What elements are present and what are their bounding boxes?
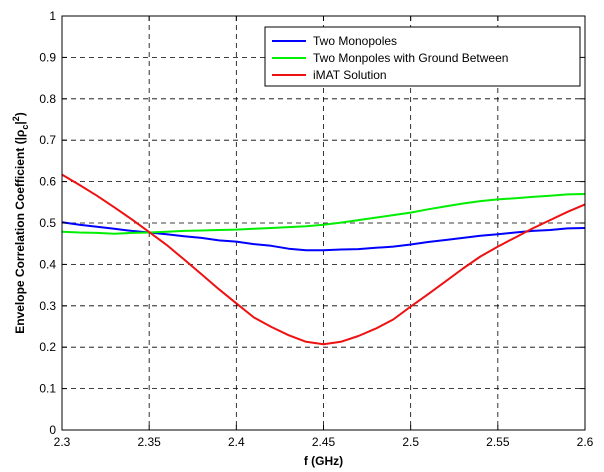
legend: Two Monopoles Two Monpoles with Ground B… bbox=[264, 26, 581, 87]
x-axis-label: f (GHz) bbox=[304, 454, 343, 468]
y-axis-label-close: ) bbox=[13, 112, 27, 116]
series-line-2 bbox=[61, 173, 586, 346]
y-tick-label: 0.3 bbox=[39, 299, 56, 313]
y-tick-label: 0.4 bbox=[39, 257, 56, 271]
y-axis-label-subscript: c bbox=[20, 125, 30, 130]
y-tick-label: 0.9 bbox=[39, 50, 56, 64]
y-axis-label-rho: ρ bbox=[13, 130, 27, 137]
axis-ticks bbox=[61, 15, 586, 431]
x-tick-label: 2.5 bbox=[402, 435, 419, 449]
x-tick-label: 2.55 bbox=[486, 435, 510, 449]
x-tick-label: 2.6 bbox=[577, 435, 594, 449]
y-tick-label: 0 bbox=[49, 423, 56, 437]
legend-label-two-monopoles: Two Monopoles bbox=[313, 34, 397, 48]
y-axis-label-superscript: 2 bbox=[11, 116, 21, 121]
y-tick-label: 0.7 bbox=[39, 133, 56, 147]
series-lines bbox=[61, 173, 586, 346]
y-tick-label: 0.6 bbox=[39, 175, 56, 189]
x-tick-label: 2.4 bbox=[228, 435, 245, 449]
x-tick-label: 2.3 bbox=[54, 435, 71, 449]
y-tick-label: 0.1 bbox=[39, 382, 56, 396]
y-tick-label: 0.2 bbox=[39, 340, 56, 354]
y-tick-label: 1 bbox=[49, 9, 56, 23]
y-axis-label-bar: | bbox=[13, 121, 27, 124]
legend-label-two-monopoles-ground: Two Monpoles with Ground Between bbox=[313, 51, 508, 65]
x-tick-labels: 2.3 2.35 2.4 2.45 2.5 2.55 2.6 bbox=[54, 435, 594, 449]
y-tick-label: 0.8 bbox=[39, 92, 56, 106]
y-tick-labels: 0 0.1 0.2 0.3 0.4 0.5 0.6 0.7 0.8 0.9 1 bbox=[39, 9, 56, 437]
y-axis-label: Envelope Correlation Coefficient (|ρc|2) bbox=[11, 112, 30, 334]
y-tick-label: 0.5 bbox=[39, 216, 56, 230]
x-tick-label: 2.35 bbox=[137, 435, 161, 449]
legend-label-imat-solution: iMAT Solution bbox=[313, 68, 387, 82]
x-tick-label: 2.45 bbox=[312, 435, 336, 449]
y-axis-label-main: Envelope Correlation Coefficient (| bbox=[13, 137, 27, 334]
legend-box bbox=[264, 26, 581, 87]
